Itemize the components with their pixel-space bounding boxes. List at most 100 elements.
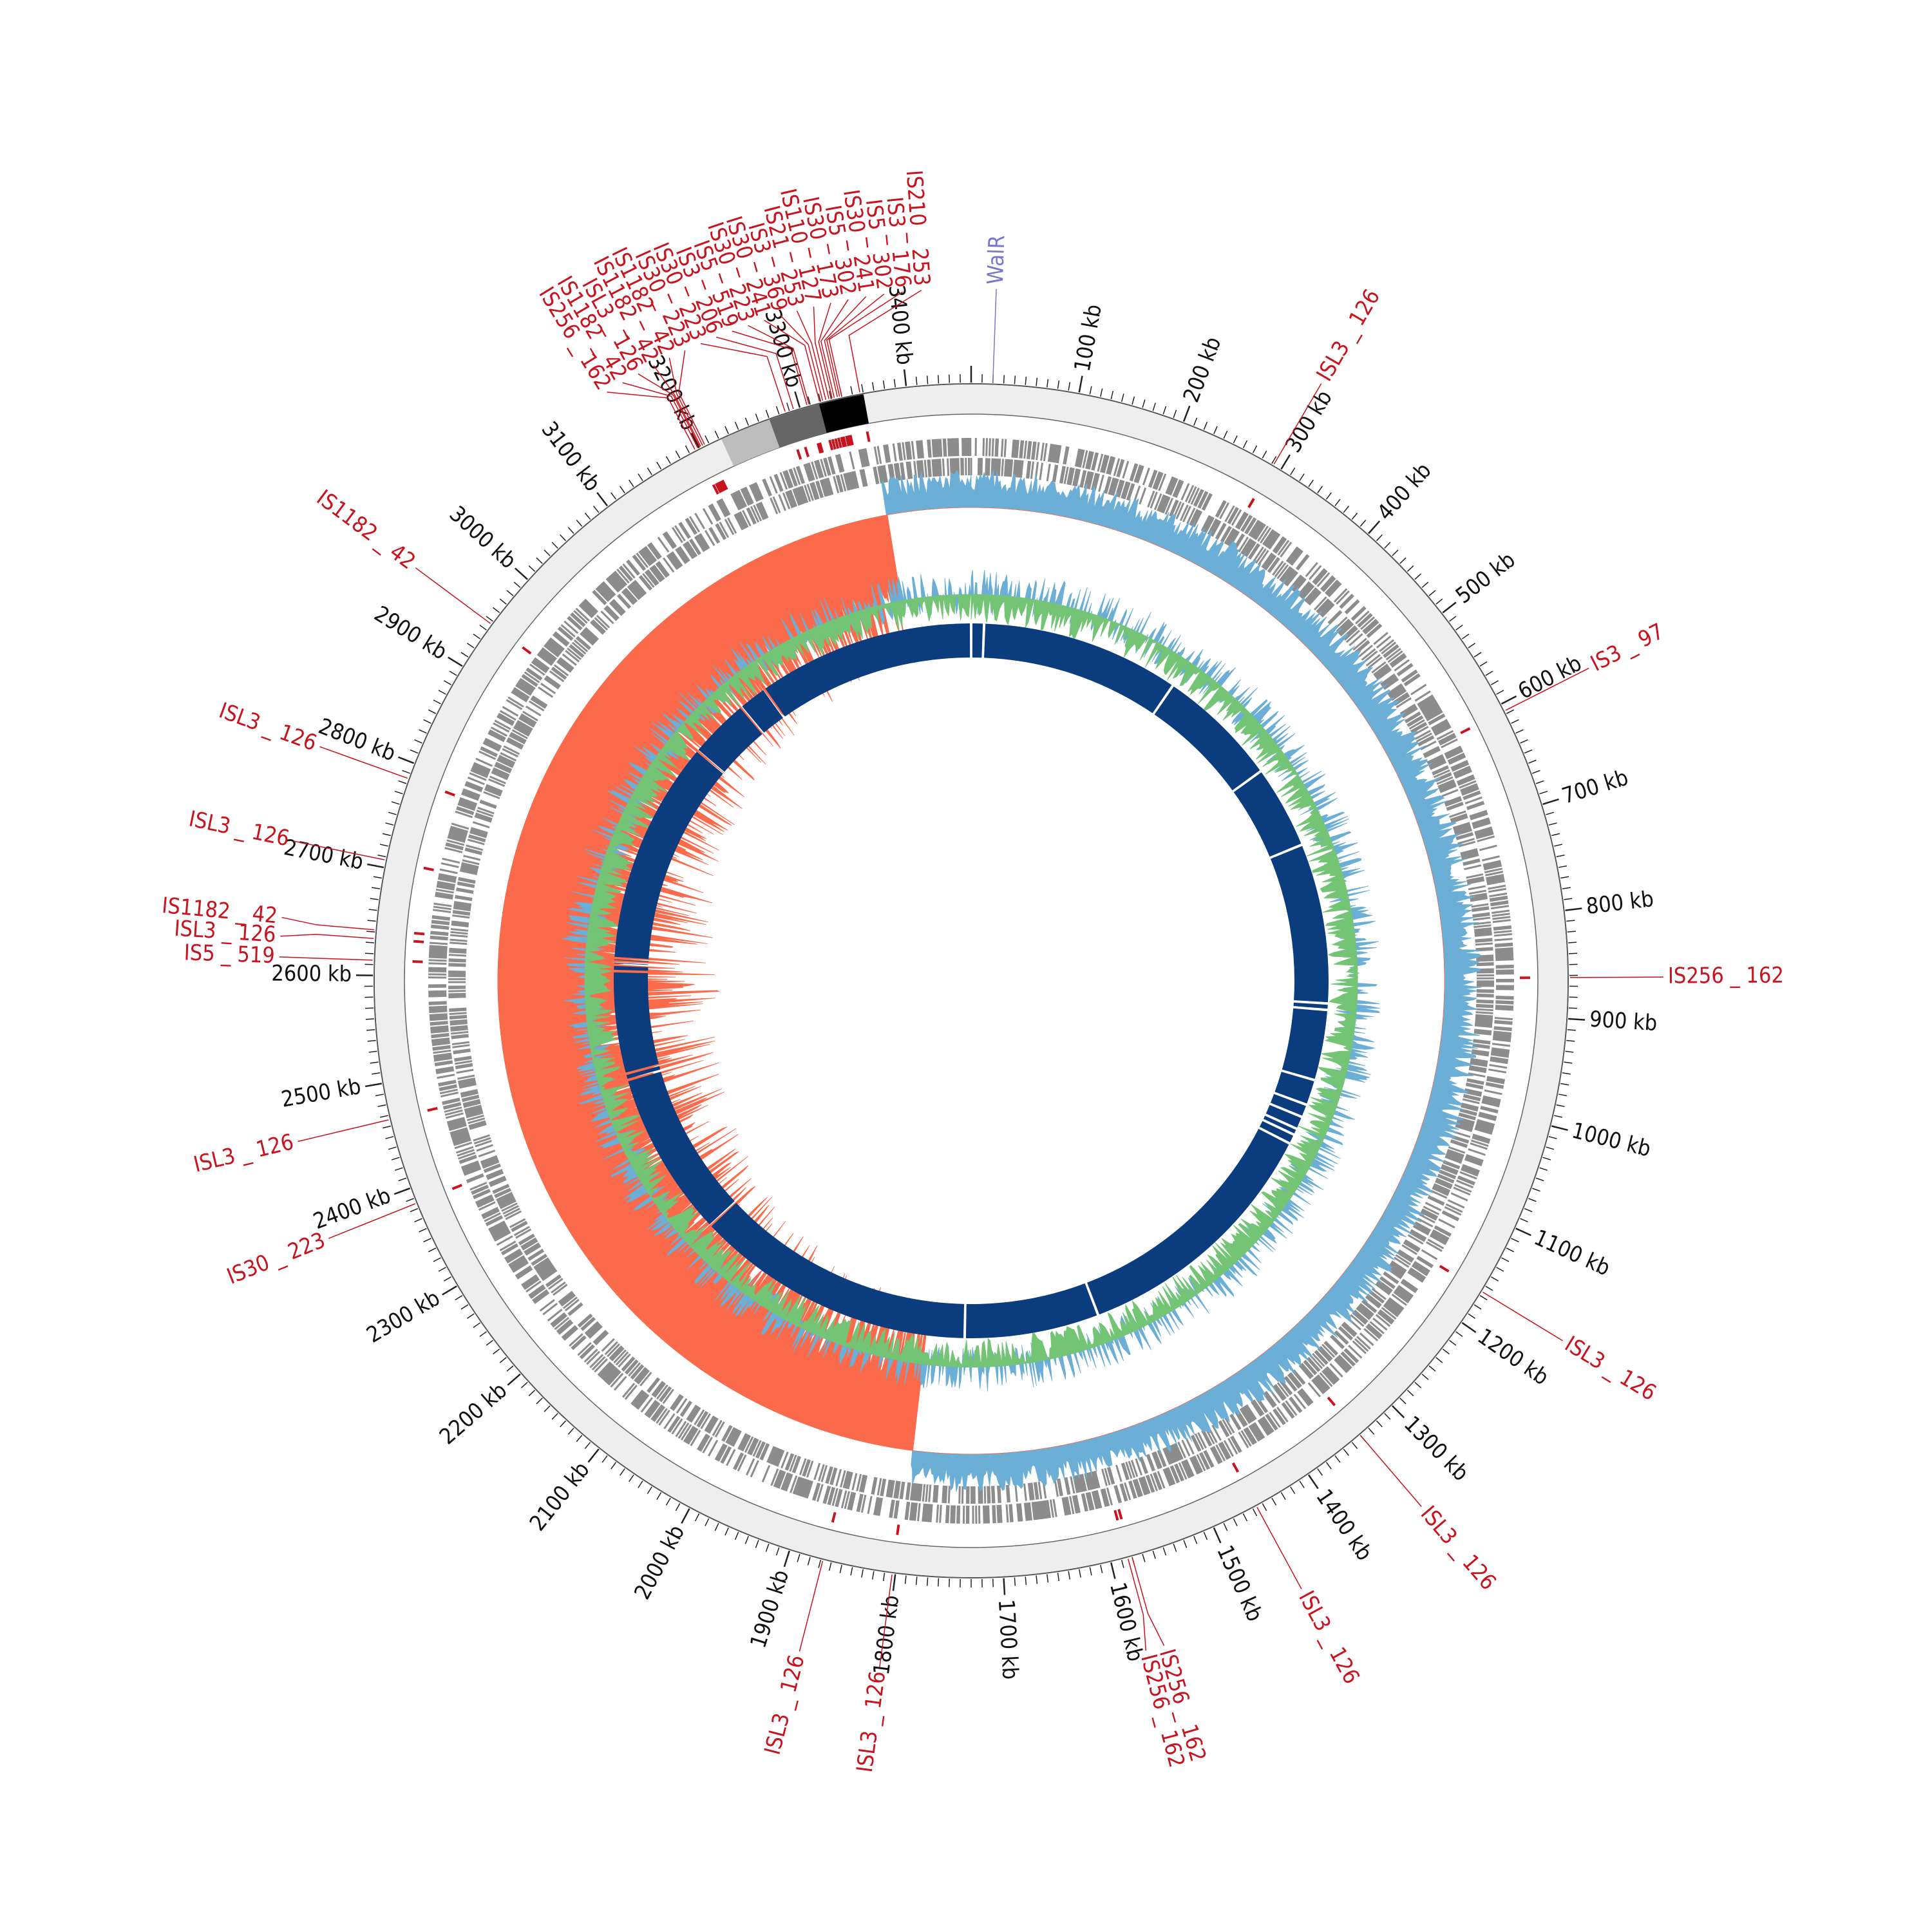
minor-tick: [714, 1522, 719, 1531]
minor-tick: [1392, 549, 1399, 556]
minor-tick: [714, 430, 719, 439]
outer-contig-ring: [374, 383, 1569, 1578]
minor-tick: [410, 1208, 419, 1213]
minor-tick: [1485, 670, 1493, 676]
minor-tick: [744, 417, 749, 426]
minor-tick: [786, 402, 790, 412]
label-leader-line: [732, 330, 808, 405]
minor-tick: [551, 542, 558, 549]
minor-tick: [675, 1503, 681, 1511]
minor-tick: [675, 450, 681, 459]
tick-label: 1000 kb: [1569, 1118, 1654, 1162]
minor-tick: [647, 1486, 652, 1495]
inner-block: [614, 752, 723, 960]
tick-label: 2400 kb: [310, 1182, 394, 1235]
minor-tick: [1359, 520, 1367, 527]
is-element-track: [412, 431, 1530, 1535]
minor-tick: [755, 413, 759, 422]
is-element-label: ISL3 _ 126: [852, 1670, 891, 1774]
minor-tick: [428, 1247, 437, 1253]
gene-track: [428, 437, 1515, 1524]
minor-tick: [370, 1061, 379, 1064]
minor-tick: [893, 379, 896, 388]
minor-tick: [1036, 1575, 1038, 1584]
minor-tick: [1003, 375, 1005, 384]
minor-tick: [1539, 1167, 1548, 1171]
tick-label: 400 kb: [1372, 458, 1437, 526]
minor-tick: [584, 513, 591, 520]
major-tick: [783, 1550, 790, 1567]
is-element-mark: [1439, 1265, 1450, 1273]
minor-tick: [744, 1535, 749, 1544]
label-leader-line: [298, 1119, 389, 1142]
minor-tick: [1428, 590, 1436, 596]
minor-tick: [1558, 865, 1567, 868]
minor-tick: [1299, 473, 1305, 481]
label-leader-line: [780, 315, 824, 401]
inner-block: [614, 962, 649, 965]
major-tick: [892, 1574, 896, 1591]
minor-tick: [1496, 1267, 1504, 1272]
is-element-mark: [831, 1511, 837, 1523]
minor-tick: [1351, 513, 1358, 520]
inner-block: [1087, 1128, 1289, 1315]
minor-tick: [1511, 719, 1519, 724]
tick-label: 300 kb: [1280, 386, 1338, 457]
tick-label: 3300 kb: [759, 307, 807, 391]
is-element-mark: [1327, 1396, 1336, 1406]
major-tick: [596, 492, 609, 507]
label-leader-line: [281, 916, 375, 931]
minor-tick: [1479, 661, 1488, 667]
tick-label: 1400 kb: [1311, 1484, 1377, 1566]
tick-label: 100 kb: [1070, 302, 1107, 374]
minor-tick: [1025, 376, 1027, 385]
label-leader-line: [848, 290, 922, 393]
outer-ring-edge: [374, 383, 1569, 1578]
major-tick: [1110, 1562, 1116, 1579]
tick-label: 2700 kb: [282, 835, 366, 875]
minor-tick: [755, 1540, 759, 1548]
minor-tick: [1506, 709, 1515, 714]
label-leader-line: [1505, 667, 1589, 711]
minor-tick: [1110, 390, 1114, 399]
tick-label: 700 kb: [1559, 764, 1631, 809]
minor-tick: [871, 382, 875, 391]
minor-tick: [1233, 1518, 1238, 1526]
is-element-mark: [719, 480, 726, 491]
minor-tick: [1564, 898, 1573, 900]
minor-tick: [629, 479, 634, 488]
minor-tick: [433, 1257, 441, 1262]
minor-tick: [388, 1146, 397, 1150]
is-element-mark: [817, 442, 822, 454]
tick-label: 1100 kb: [1530, 1225, 1614, 1282]
minor-tick: [807, 1557, 811, 1566]
minor-tick: [366, 931, 375, 933]
minor-tick: [499, 1357, 507, 1363]
minor-tick: [423, 719, 431, 724]
minor-tick: [1025, 1577, 1027, 1586]
minor-tick: [544, 1405, 551, 1412]
minor-tick: [1057, 380, 1060, 389]
major-tick: [1461, 1321, 1477, 1333]
inner-block: [614, 972, 659, 1073]
minor-tick: [850, 386, 853, 395]
minor-tick: [1449, 616, 1457, 622]
label-leader-line: [668, 357, 703, 446]
is-element-label: ISL3 _ 126: [1293, 1587, 1365, 1689]
label-leader-line: [813, 307, 829, 399]
label-leader-line: [293, 840, 385, 860]
minor-tick: [1334, 1455, 1341, 1463]
minor-tick: [479, 1331, 487, 1337]
minor-tick: [466, 643, 475, 649]
minor-tick: [765, 1543, 770, 1552]
minor-tick: [410, 749, 419, 754]
minor-tick: [620, 486, 625, 493]
is-element-mark: [866, 431, 871, 442]
minor-tick: [1449, 1340, 1457, 1346]
minor-tick: [1528, 1198, 1537, 1202]
minor-tick: [402, 770, 410, 774]
minor-tick: [1384, 542, 1391, 549]
minor-tick: [647, 467, 652, 475]
minor-tick: [398, 1177, 407, 1182]
minor-tick: [368, 1050, 377, 1053]
